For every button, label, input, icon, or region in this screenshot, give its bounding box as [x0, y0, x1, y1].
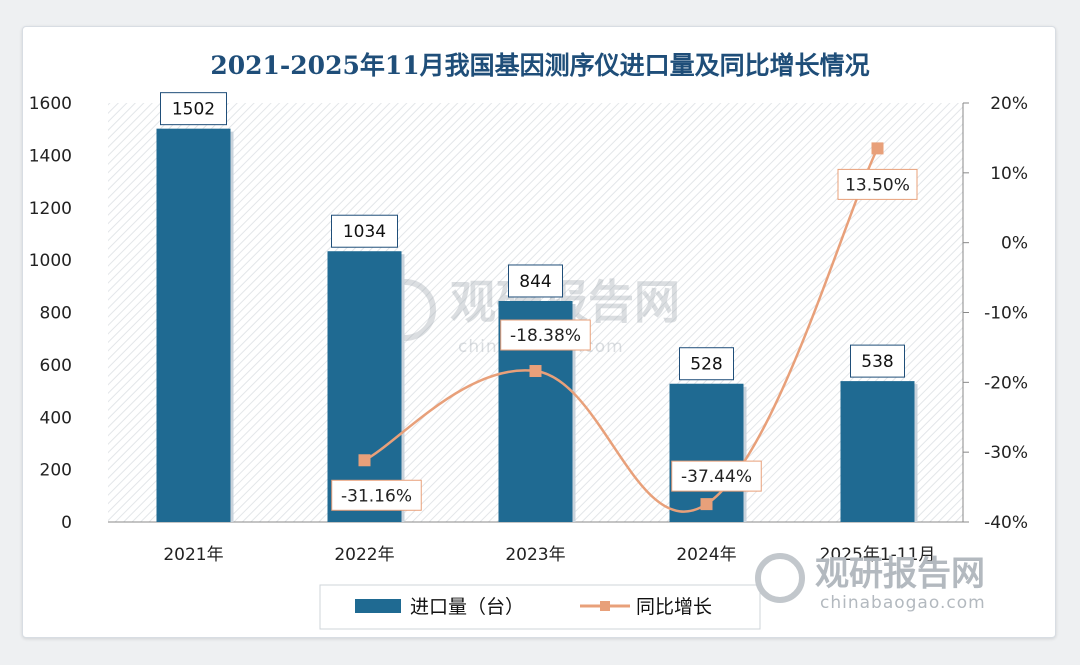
left-tick-label: 400 — [40, 408, 72, 428]
bar-value-label: 528 — [690, 355, 722, 375]
growth-point — [700, 498, 713, 511]
watermark-corner-url: chinabaogao.com — [820, 593, 986, 613]
bar-value-label: 1034 — [343, 222, 386, 242]
bar-value-label: 844 — [519, 272, 551, 292]
growth-line — [363, 147, 879, 513]
growth-point — [529, 365, 542, 378]
category-label: 2022年 — [334, 545, 394, 565]
right-tick-label: -30% — [984, 443, 1028, 463]
bar-value-box — [160, 92, 227, 126]
growth-value-box — [331, 479, 422, 511]
bar-value-label: 1502 — [172, 100, 215, 120]
legend-line-marker-icon — [600, 601, 610, 611]
legend: 进口量（台） 同比增长 — [319, 584, 761, 630]
line-series: -31.16% -18.38% -37.44% 13.50% — [331, 142, 918, 513]
bar — [327, 251, 402, 522]
growth-value-box — [500, 319, 591, 351]
right-axis: -40% -30% -20% -10% 0% 10% 20% — [963, 94, 1028, 533]
category-label: 2025年1-11月 — [820, 545, 936, 565]
legend-line-label: 同比增长 — [636, 596, 712, 618]
legend-bar-swatch — [355, 599, 401, 613]
chart-title: 2021-2025年11月我国基因测序仪进口量及同比增长情况 — [210, 51, 869, 80]
growth-value-label: -37.44% — [681, 467, 752, 487]
legend-bar-label: 进口量（台） — [410, 596, 524, 618]
bar-value-box — [508, 264, 563, 298]
left-tick-label: 600 — [40, 356, 72, 376]
category-label: 2023年 — [505, 545, 565, 565]
growth-value-box — [671, 460, 762, 492]
bar-value-label: 538 — [861, 352, 893, 372]
growth-value-box — [837, 168, 918, 200]
growth-value-label: 13.50% — [845, 175, 910, 195]
category-label: 2021年 — [163, 545, 223, 565]
growth-value-label: -18.38% — [510, 326, 581, 346]
bar-value-box — [850, 344, 905, 378]
category-axis: 2021年 2022年 2023年 2024年 2025年1-11月 — [163, 545, 935, 565]
left-tick-label: 200 — [40, 461, 72, 481]
right-tick-label: -20% — [984, 373, 1028, 393]
left-tick-label: 1400 — [29, 146, 72, 166]
watermark-corner-logo-icon — [755, 553, 805, 603]
right-tick-label: 20% — [990, 94, 1028, 114]
right-tick-label: -10% — [984, 304, 1028, 324]
left-tick-label: 800 — [40, 304, 72, 324]
growth-point — [871, 142, 884, 155]
bar — [156, 128, 231, 522]
bar-value-box — [679, 347, 734, 381]
growth-value-label: -31.16% — [341, 486, 412, 506]
left-tick-label: 1600 — [29, 94, 72, 114]
right-tick-label: 0% — [1001, 234, 1028, 254]
watermark-corner: 观研报告网 chinabaogao.com — [755, 553, 986, 613]
bar — [840, 381, 915, 522]
left-axis: 0 200 400 600 800 1000 1200 1400 1600 — [29, 94, 72, 533]
left-tick-label: 1200 — [29, 199, 72, 219]
right-tick-label: 10% — [990, 164, 1028, 184]
left-tick-label: 1000 — [29, 251, 72, 271]
watermark-corner-text: 观研报告网 — [815, 554, 985, 594]
category-label: 2024年 — [676, 545, 736, 565]
right-tick-label: -40% — [984, 513, 1028, 533]
left-tick-label: 0 — [61, 513, 72, 533]
growth-point — [358, 454, 371, 467]
bar-value-box — [331, 214, 398, 248]
